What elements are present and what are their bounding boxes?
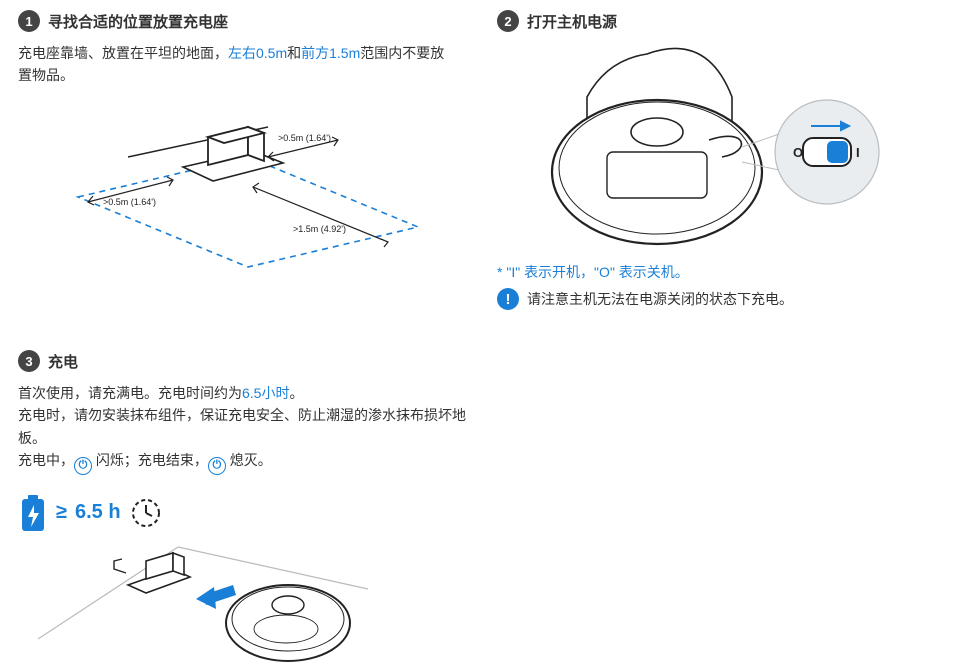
section-1-body: 充电座靠墙、放置在平坦的地面，左右0.5m和前方1.5m范围内不要放置物品。: [18, 42, 457, 87]
info-icon: !: [497, 288, 519, 310]
charge-duration-row: ≥ 6.5 h: [18, 493, 936, 533]
switch-label-on: I: [856, 145, 860, 160]
note-mid1: " 表示开机，": [515, 264, 599, 280]
battery-icon: [18, 493, 48, 533]
section-1-header: 1 寻找合适的位置放置充电座: [18, 10, 457, 32]
robot-docking-diagram: [18, 529, 378, 669]
power-info-row: ! 请注意主机无法在电源关闭的状态下充电。: [497, 288, 936, 310]
s3-l1-post: 。: [289, 385, 303, 401]
label-left-clearance: >0.5m (1.64'): [103, 197, 156, 207]
s3-line2: 充电时，请勿安装抹布组件，保证充电安全、防止潮湿的渗水抹布损坏地板。: [18, 404, 478, 449]
step-badge-3: 3: [18, 350, 40, 372]
section-2-power-on: 2 打开主机电源 O I: [497, 10, 936, 310]
charge-duration: 6.5 h: [75, 501, 121, 524]
s3-l3-a: 充电中，: [18, 452, 74, 468]
robot-power-diagram: O I: [497, 42, 897, 252]
s3-line3: 充电中，⏻ 闪烁；充电结束，⏻ 熄灭。: [18, 449, 936, 475]
s3-l3-b: 闪烁；充电结束，: [92, 452, 208, 468]
section-1-dock-placement: 1 寻找合适的位置放置充电座 充电座靠墙、放置在平坦的地面，左右0.5m和前方1…: [18, 10, 457, 310]
s1-mid: 和: [287, 45, 301, 61]
section-3-header: 3 充电: [18, 350, 936, 372]
section-2-title: 打开主机电源: [527, 11, 617, 32]
s1-blue1: 左右0.5m: [228, 45, 287, 61]
s3-l1-pre: 首次使用，请充满电。充电时间约为: [18, 385, 242, 401]
note-o: O: [599, 264, 610, 280]
section-3-charging: 3 充电 首次使用，请充满电。充电时间约为6.5小时。 充电时，请勿安装抹布组件…: [18, 350, 936, 669]
power-info-text: 请注意主机无法在电源关闭的状态下充电。: [527, 289, 793, 309]
section-2-header: 2 打开主机电源: [497, 10, 936, 32]
approx-icon: ≥: [56, 501, 67, 524]
clock-icon: [129, 496, 163, 530]
switch-label-off: O: [793, 145, 803, 160]
dock-clearance-diagram: >0.5m (1.64') >0.5m (1.64') >1.5m (4.92'…: [18, 97, 448, 297]
power-note: * "I" 表示开机，"O" 表示关机。: [497, 262, 936, 282]
note-pre: * ": [497, 264, 511, 280]
label-right-clearance: >0.5m (1.64'): [278, 133, 331, 143]
s1-pre: 充电座靠墙、放置在平坦的地面，: [18, 45, 228, 61]
s3-l1-blue: 6.5小时: [242, 385, 289, 401]
power-icon: ⏻: [74, 457, 92, 475]
s1-blue2: 前方1.5m: [301, 45, 360, 61]
note-post: " 表示关机。: [610, 264, 689, 280]
label-front-clearance: >1.5m (4.92'): [293, 224, 346, 234]
s3-l3-c: 熄灭。: [226, 452, 272, 468]
s3-line1: 首次使用，请充满电。充电时间约为6.5小时。: [18, 382, 936, 404]
step-badge-2: 2: [497, 10, 519, 32]
section-3-title: 充电: [48, 351, 78, 372]
power-icon: ⏻: [208, 457, 226, 475]
section-1-title: 寻找合适的位置放置充电座: [48, 11, 228, 32]
step-badge-1: 1: [18, 10, 40, 32]
